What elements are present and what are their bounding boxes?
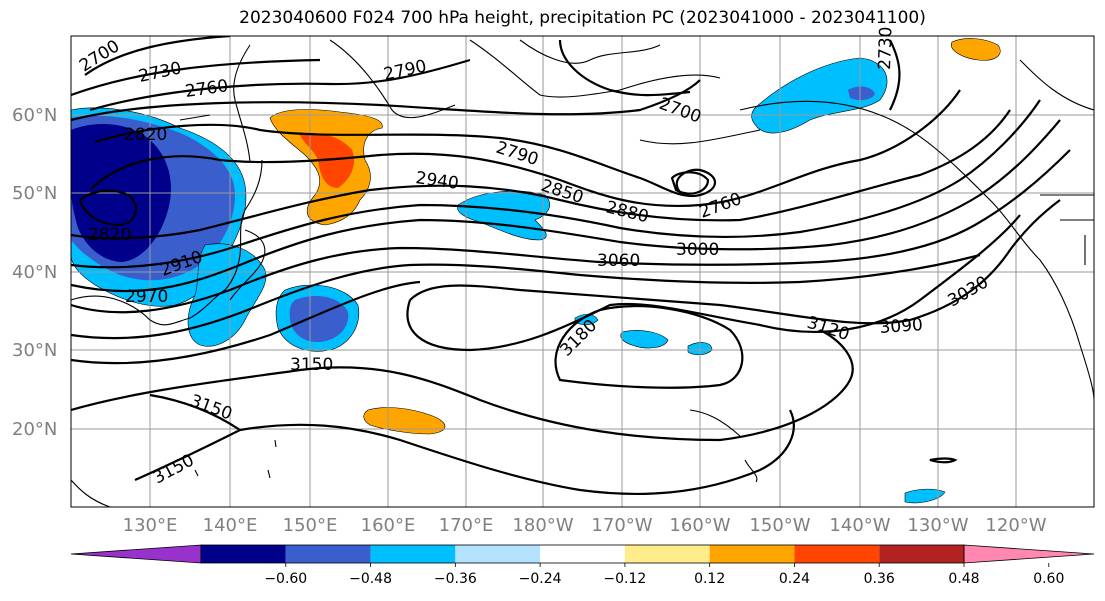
lon-label: 170°E [439, 515, 494, 536]
negative-precip-region [848, 86, 875, 101]
contour-label: 2820 [124, 125, 167, 145]
colorbar-segment [624, 545, 710, 563]
negative-precip-region [574, 314, 599, 326]
colorbar-segment [455, 545, 541, 563]
height-contour [71, 280, 421, 365]
colorbar-segment [794, 545, 880, 563]
contour-label: 2730 [137, 58, 183, 87]
height-contour [71, 109, 1011, 240]
positive-precip-region [951, 38, 1001, 61]
height-contour [554, 304, 744, 389]
colorbar-tick-label: 0.60 [1033, 571, 1064, 587]
contour-label: 3150 [150, 450, 198, 488]
contour-label: 2790 [382, 56, 428, 85]
colorbar-tick-label: 0.48 [948, 571, 979, 587]
colorbar-tick-label: 0.12 [694, 571, 725, 587]
negative-precip-region [457, 190, 550, 241]
colorbar-tick-label: −0.24 [519, 571, 562, 587]
colorbar-segment [370, 545, 456, 563]
height-contour [94, 123, 717, 198]
height-contour [929, 457, 958, 464]
colorbar: −0.60 −0.48 −0.36 −0.24 −0.12 0.12 0.24 0.36 0.4… [70, 544, 1095, 587]
height-contour [134, 409, 795, 496]
height-contour [71, 79, 701, 122]
contour-label: 2730 [875, 26, 896, 70]
height-contours [71, 36, 1071, 496]
map-frame [70, 35, 1095, 508]
lon-label: 180°W [512, 515, 573, 536]
colorbar-tick-label: 0.24 [779, 571, 810, 587]
colorbar-segment [540, 545, 625, 563]
contour-label: 2700 [656, 94, 703, 128]
height-contour [670, 171, 710, 195]
height-contour [71, 253, 981, 340]
contour-label: 2700 [76, 36, 123, 76]
contour-label: 2940 [414, 168, 460, 194]
colorbar-segment [285, 545, 371, 563]
colorbar-tick-label: −0.48 [349, 571, 392, 587]
lon-label: 150°W [749, 515, 810, 536]
longitude-labels: 130°E 140°E 150°E 160°E 170°E 180°W 170°… [123, 515, 1047, 536]
height-contour [71, 119, 1061, 293]
colorbar-low-extension [70, 544, 202, 564]
lon-label: 170°W [591, 515, 652, 536]
lat-label: 60°N [12, 105, 57, 126]
lat-label: 20°N [12, 419, 57, 440]
negative-precip-region [751, 57, 888, 134]
lon-label: 130°W [907, 515, 968, 536]
height-contour [558, 39, 691, 97]
lon-label: 140°E [203, 515, 258, 536]
height-contour [406, 214, 1021, 352]
contour-label: 3120 [804, 313, 851, 345]
contour-label: 3150 [187, 391, 234, 425]
negative-precip-region [187, 243, 267, 347]
contour-label: 3030 [945, 272, 992, 311]
height-contour [71, 99, 1041, 269]
height-contour [889, 39, 901, 111]
colorbar-high-extension [963, 544, 1095, 564]
negative-precip-region [904, 488, 946, 504]
contour-label: 3060 [597, 251, 640, 271]
lat-label: 40°N [12, 262, 57, 283]
lon-label: 140°W [829, 515, 890, 536]
lat-label: 50°N [12, 183, 57, 204]
lon-label: 150°E [283, 515, 338, 536]
contour-label: 2760 [184, 76, 230, 102]
map-title: 2023040600 F024 700 hPa height, precipit… [239, 8, 926, 28]
lon-label: 130°E [123, 515, 178, 536]
contour-label: 2970 [125, 287, 168, 307]
colorbar-segment [879, 545, 964, 563]
colorbar-segment [709, 545, 795, 563]
lat-label: 30°N [12, 340, 57, 361]
lon-label: 160°E [361, 515, 416, 536]
height-contour [409, 199, 1061, 325]
height-contour [71, 58, 321, 97]
height-contour [84, 36, 231, 76]
positive-precip-region [363, 407, 446, 435]
colorbar-tick-label: −0.60 [264, 571, 307, 587]
contour-label: 3000 [676, 240, 719, 260]
colorbar-tick-label: 0.36 [864, 571, 895, 587]
contour-label: 2820 [88, 225, 131, 245]
contour-label: 3150 [290, 355, 333, 375]
colorbar-tick-label: −0.12 [603, 571, 646, 587]
latitude-labels: 60°N 50°N 40°N 30°N 20°N [12, 105, 57, 440]
lon-label: 160°W [669, 515, 730, 536]
colorbar-outline [200, 544, 965, 564]
height-contour [89, 58, 471, 112]
lon-label: 120°W [985, 515, 1046, 536]
height-contour [71, 329, 854, 442]
height-contour [78, 189, 137, 227]
colorbar-segment [201, 545, 286, 563]
height-contour [149, 393, 241, 431]
contour-label: 3090 [879, 315, 924, 338]
colorbar-tick-label: −0.36 [434, 571, 477, 587]
height-contour [89, 89, 961, 208]
negative-precip-region [620, 330, 669, 349]
height-contour [71, 149, 1071, 314]
contour-label: 2880 [604, 197, 651, 227]
